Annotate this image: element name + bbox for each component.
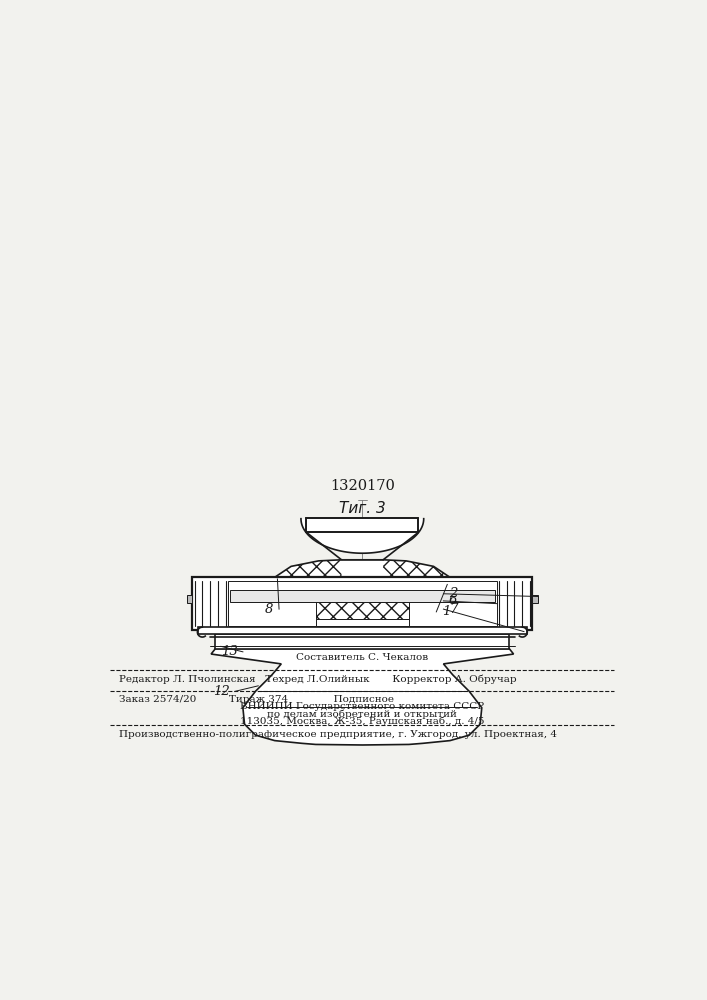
Text: 13: 13: [221, 645, 238, 658]
Bar: [306, 518, 419, 532]
Polygon shape: [332, 560, 392, 590]
Text: 12: 12: [213, 685, 230, 698]
Bar: [216, 634, 509, 649]
Polygon shape: [301, 519, 423, 553]
Text: ВНИИПИ Государственного комитета СССР: ВНИИПИ Государственного комитета СССР: [240, 702, 484, 711]
Text: 2: 2: [449, 587, 457, 600]
Text: 113035, Москва, Ж-35, Раушская наб., д. 4/5: 113035, Москва, Ж-35, Раушская наб., д. …: [240, 716, 484, 726]
Text: Заказ 2574/20          Тираж 374              Подписное: Заказ 2574/20 Тираж 374 Подписное: [119, 695, 394, 704]
Bar: [316, 619, 409, 626]
Text: Составитель С. Чекалов: Составитель С. Чекалов: [296, 653, 428, 662]
Text: 6: 6: [449, 594, 457, 607]
Bar: [192, 577, 532, 630]
Bar: [198, 627, 527, 634]
Text: Τиг. 3: Τиг. 3: [339, 501, 386, 516]
Text: Редактор Л. Пчолинская   Техред Л.Олийнык       Корректор А. Обручар: Редактор Л. Пчолинская Техред Л.Олийнык …: [119, 675, 516, 684]
Bar: [230, 590, 495, 602]
Text: 7: 7: [449, 603, 457, 616]
Bar: [316, 602, 409, 619]
Bar: [532, 595, 538, 603]
Text: Производственно-полиграфическое предприятие, г. Ужгород, ул. Проектная, 4: Производственно-полиграфическое предприя…: [119, 730, 556, 739]
Text: 1320170: 1320170: [330, 479, 395, 493]
Bar: [187, 595, 192, 603]
Text: 8: 8: [265, 603, 274, 616]
Text: 1: 1: [442, 605, 450, 618]
Polygon shape: [274, 560, 451, 610]
Polygon shape: [211, 649, 513, 745]
Text: по делам изобретений и открытий: по делам изобретений и открытий: [267, 709, 457, 719]
Bar: [228, 581, 496, 626]
